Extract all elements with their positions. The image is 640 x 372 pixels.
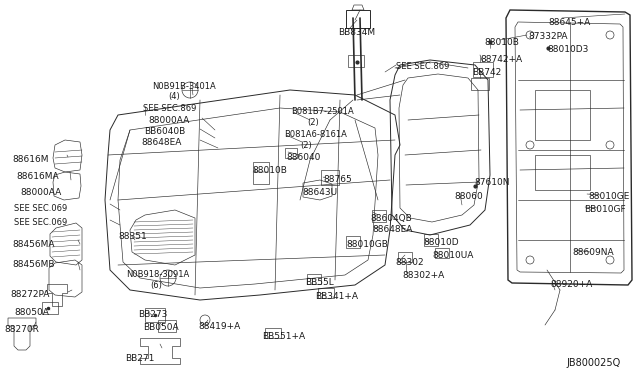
Text: BB273: BB273	[138, 310, 168, 319]
Text: N0B918-3091A: N0B918-3091A	[126, 270, 189, 279]
Bar	[535, 155, 590, 190]
Bar	[346, 10, 370, 28]
Text: (2): (2)	[307, 118, 319, 127]
Text: 88010B: 88010B	[252, 166, 287, 175]
Text: SEE SEC.069: SEE SEC.069	[14, 218, 67, 227]
Text: 88616MA: 88616MA	[16, 172, 59, 181]
Text: 88272PA: 88272PA	[10, 290, 49, 299]
Text: 88010D: 88010D	[423, 238, 459, 247]
Text: 88010GE: 88010GE	[588, 192, 629, 201]
Text: 87332PA: 87332PA	[528, 32, 568, 41]
Text: SEE SEC.069: SEE SEC.069	[14, 204, 67, 213]
Text: BB010GF: BB010GF	[584, 205, 626, 214]
Text: 87610N: 87610N	[474, 178, 509, 187]
Bar	[318, 288, 334, 298]
Text: (6): (6)	[150, 281, 162, 290]
Text: BB271: BB271	[125, 354, 154, 363]
Text: 88060: 88060	[454, 192, 483, 201]
Text: 88648EA: 88648EA	[372, 225, 412, 234]
Text: 88742+A: 88742+A	[480, 55, 522, 64]
Bar	[321, 170, 339, 185]
Text: 88010GB: 88010GB	[346, 240, 388, 249]
Bar	[253, 162, 269, 184]
Text: N0B91B-3401A: N0B91B-3401A	[152, 82, 216, 91]
Text: 88609NA: 88609NA	[572, 248, 614, 257]
Bar	[346, 236, 360, 248]
Bar	[145, 308, 165, 322]
Text: BB050A: BB050A	[143, 323, 179, 332]
Text: 88645+A: 88645+A	[548, 18, 590, 27]
Bar	[372, 210, 386, 222]
Bar	[535, 90, 590, 140]
Bar	[398, 252, 412, 262]
Text: BB742: BB742	[472, 68, 501, 77]
Text: 88270R: 88270R	[4, 325, 39, 334]
Text: SEE SEC.869: SEE SEC.869	[143, 104, 196, 113]
Text: BB55L: BB55L	[305, 278, 333, 287]
Bar	[473, 62, 493, 77]
Text: B081B7-2501A: B081B7-2501A	[291, 107, 354, 116]
Bar	[307, 274, 321, 284]
Text: BB6040B: BB6040B	[144, 127, 185, 136]
Text: BB551+A: BB551+A	[262, 332, 305, 341]
Text: 88302: 88302	[395, 258, 424, 267]
Bar	[435, 248, 449, 258]
Text: SEE SEC.869: SEE SEC.869	[396, 62, 449, 71]
Bar	[285, 148, 297, 158]
Text: 88604QB: 88604QB	[370, 214, 412, 223]
Text: 88000AA: 88000AA	[148, 116, 189, 125]
Text: BB834M: BB834M	[338, 28, 375, 37]
Text: 88050A: 88050A	[14, 308, 49, 317]
Text: 88648EA: 88648EA	[141, 138, 181, 147]
Text: 88419+A: 88419+A	[198, 322, 240, 331]
Text: BB341+A: BB341+A	[315, 292, 358, 301]
Text: 88351: 88351	[118, 232, 147, 241]
Bar	[471, 78, 489, 90]
Text: 88000AA: 88000AA	[20, 188, 61, 197]
Text: B081A6-8161A: B081A6-8161A	[284, 130, 347, 139]
Text: 886040: 886040	[286, 153, 321, 162]
Text: JB800025Q: JB800025Q	[566, 358, 620, 368]
Text: 88616M: 88616M	[12, 155, 49, 164]
Text: 88765: 88765	[323, 175, 352, 184]
Text: 88302+A: 88302+A	[402, 271, 444, 280]
Text: 88920+A: 88920+A	[550, 280, 592, 289]
Text: 88010D3: 88010D3	[547, 45, 588, 54]
Text: 88456MB: 88456MB	[12, 260, 54, 269]
Text: 88010B: 88010B	[484, 38, 519, 47]
Bar	[158, 320, 176, 332]
Text: 88456MA: 88456MA	[12, 240, 54, 249]
Bar	[42, 302, 58, 314]
Text: (2): (2)	[300, 141, 312, 150]
Text: (4): (4)	[168, 92, 180, 101]
Bar	[265, 328, 281, 338]
Text: 88643U: 88643U	[302, 188, 337, 197]
Bar	[424, 234, 438, 246]
Text: 88010UA: 88010UA	[432, 251, 474, 260]
Bar	[348, 55, 364, 67]
